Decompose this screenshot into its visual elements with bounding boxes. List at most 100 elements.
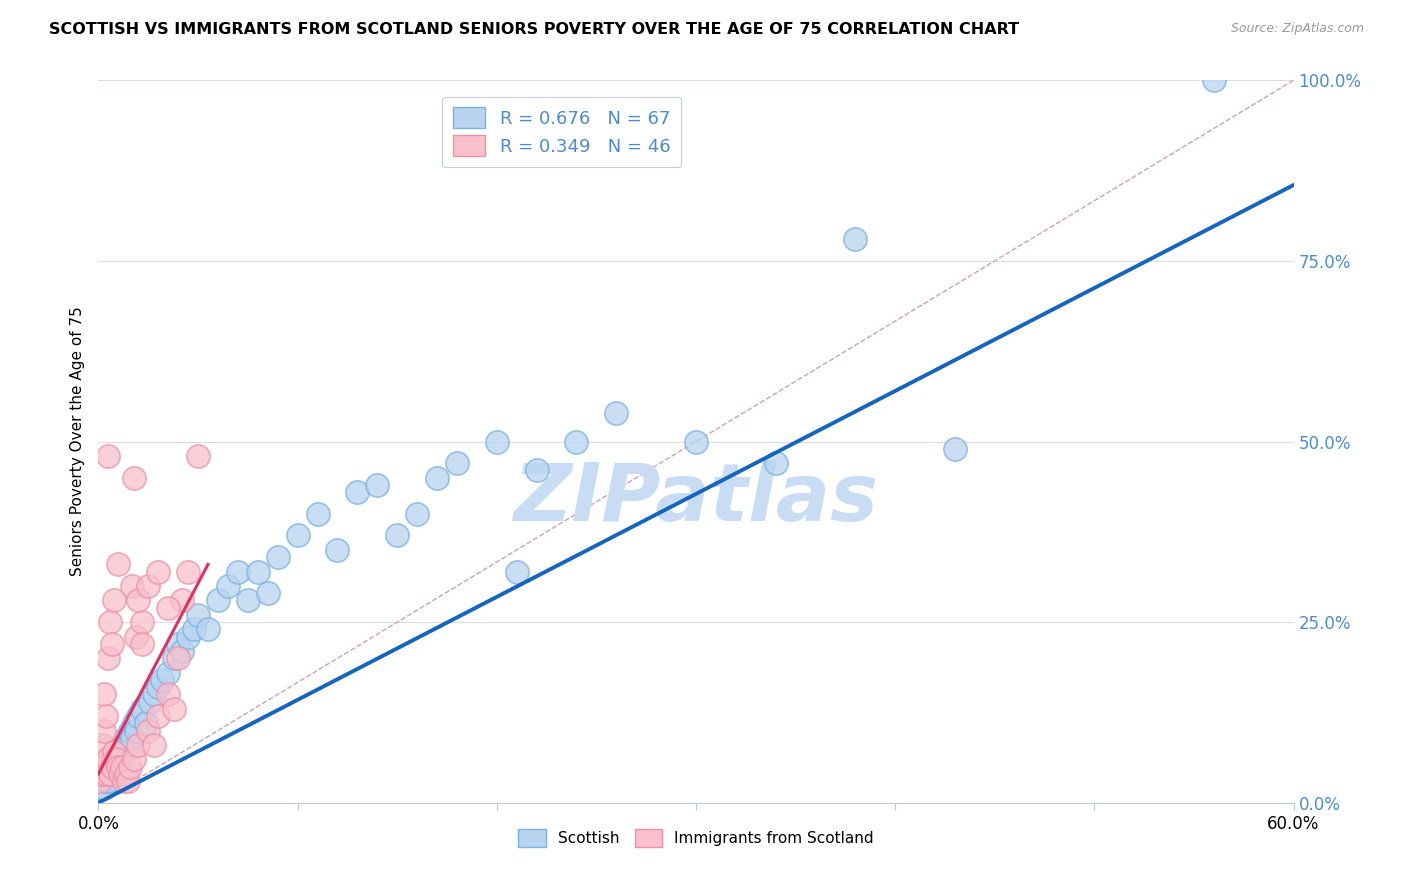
Point — [765, 456, 787, 470]
Point — [105, 760, 128, 774]
Point — [103, 752, 125, 766]
Point — [565, 434, 588, 449]
Point — [101, 760, 124, 774]
Point — [226, 565, 249, 579]
Point — [110, 767, 132, 781]
Point — [96, 767, 118, 781]
Point — [127, 709, 149, 723]
Point — [97, 752, 120, 766]
Point — [103, 745, 125, 759]
Point — [197, 623, 219, 637]
Point — [120, 723, 142, 738]
Point — [101, 760, 124, 774]
Point — [307, 507, 329, 521]
Point — [93, 760, 115, 774]
Point — [131, 615, 153, 630]
Point — [125, 630, 148, 644]
Point — [177, 565, 200, 579]
Point — [98, 767, 122, 781]
Point — [98, 760, 122, 774]
Point — [172, 644, 194, 658]
Point — [526, 463, 548, 477]
Point — [385, 528, 409, 542]
Point — [183, 623, 205, 637]
Point — [150, 673, 173, 687]
Point — [93, 687, 115, 701]
Point — [121, 731, 143, 745]
Point — [93, 723, 115, 738]
Point — [96, 709, 118, 723]
Point — [1202, 73, 1225, 87]
Point — [187, 449, 209, 463]
Point — [246, 565, 269, 579]
Point — [446, 456, 468, 470]
Point — [89, 781, 111, 796]
Point — [101, 637, 124, 651]
Point — [157, 687, 180, 701]
Point — [96, 774, 118, 789]
Legend: Scottish, Immigrants from Scotland: Scottish, Immigrants from Scotland — [512, 823, 880, 853]
Point — [120, 760, 142, 774]
Point — [406, 507, 429, 521]
Point — [217, 579, 239, 593]
Point — [124, 716, 146, 731]
Text: ZIPatlas: ZIPatlas — [513, 460, 879, 539]
Point — [426, 470, 449, 484]
Point — [117, 738, 139, 752]
Point — [98, 615, 122, 630]
Point — [135, 716, 157, 731]
Point — [287, 528, 309, 542]
Point — [115, 731, 138, 745]
Point — [125, 723, 148, 738]
Point — [943, 442, 966, 456]
Point — [157, 665, 180, 680]
Point — [107, 558, 129, 572]
Point — [98, 767, 122, 781]
Point — [103, 745, 125, 759]
Point — [136, 579, 159, 593]
Point — [163, 651, 186, 665]
Point — [485, 434, 508, 449]
Point — [167, 637, 190, 651]
Point — [110, 752, 132, 766]
Point — [93, 781, 115, 796]
Point — [93, 760, 115, 774]
Point — [685, 434, 707, 449]
Point — [139, 695, 162, 709]
Point — [107, 760, 129, 774]
Point — [127, 593, 149, 607]
Point — [605, 406, 627, 420]
Point — [89, 774, 111, 789]
Point — [105, 752, 128, 766]
Text: Source: ZipAtlas.com: Source: ZipAtlas.com — [1230, 22, 1364, 36]
Point — [101, 752, 124, 766]
Point — [131, 637, 153, 651]
Text: SCOTTISH VS IMMIGRANTS FROM SCOTLAND SENIORS POVERTY OVER THE AGE OF 75 CORRELAT: SCOTTISH VS IMMIGRANTS FROM SCOTLAND SEN… — [49, 22, 1019, 37]
Point — [148, 565, 170, 579]
Point — [91, 774, 114, 789]
Point — [127, 738, 149, 752]
Point — [131, 702, 153, 716]
Point — [844, 232, 866, 246]
Point — [103, 593, 125, 607]
Point — [97, 767, 120, 781]
Point — [148, 709, 170, 723]
Point — [148, 680, 170, 694]
Point — [97, 449, 120, 463]
Point — [117, 774, 139, 789]
Point — [177, 630, 200, 644]
Point — [97, 774, 120, 789]
Point — [91, 767, 114, 781]
Point — [97, 651, 120, 665]
Point — [506, 565, 529, 579]
Point — [111, 738, 134, 752]
Point — [326, 542, 349, 557]
Point — [267, 550, 290, 565]
Y-axis label: Seniors Poverty Over the Age of 75: Seniors Poverty Over the Age of 75 — [69, 307, 84, 576]
Point — [207, 593, 229, 607]
Point — [143, 738, 166, 752]
Point — [112, 774, 135, 789]
Point — [236, 593, 259, 607]
Point — [91, 738, 114, 752]
Point — [124, 752, 146, 766]
